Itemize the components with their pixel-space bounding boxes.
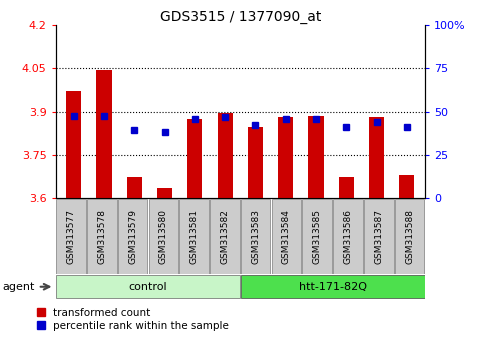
- Text: GSM313580: GSM313580: [159, 209, 168, 264]
- FancyBboxPatch shape: [364, 199, 394, 274]
- Legend: transformed count, percentile rank within the sample: transformed count, percentile rank withi…: [37, 308, 229, 331]
- FancyBboxPatch shape: [210, 199, 240, 274]
- Text: htt-171-82Q: htt-171-82Q: [298, 282, 367, 292]
- Text: GSM313577: GSM313577: [67, 209, 75, 264]
- Bar: [399, 175, 414, 198]
- FancyBboxPatch shape: [302, 199, 332, 274]
- Bar: [187, 119, 202, 198]
- Bar: [157, 188, 172, 198]
- Text: GSM313583: GSM313583: [251, 209, 260, 264]
- Text: GSM313587: GSM313587: [374, 209, 384, 264]
- Bar: [248, 127, 263, 198]
- Text: GSM313584: GSM313584: [282, 209, 291, 264]
- Bar: [309, 116, 324, 198]
- FancyBboxPatch shape: [272, 199, 301, 274]
- FancyBboxPatch shape: [241, 199, 270, 274]
- FancyBboxPatch shape: [56, 275, 240, 298]
- Text: agent: agent: [3, 282, 35, 292]
- Text: GSM313581: GSM313581: [190, 209, 199, 264]
- FancyBboxPatch shape: [87, 199, 116, 274]
- FancyBboxPatch shape: [118, 199, 147, 274]
- Title: GDS3515 / 1377090_at: GDS3515 / 1377090_at: [159, 10, 321, 24]
- FancyBboxPatch shape: [333, 199, 363, 274]
- Text: GSM313582: GSM313582: [220, 209, 229, 264]
- FancyBboxPatch shape: [149, 199, 178, 274]
- FancyBboxPatch shape: [395, 199, 425, 274]
- Bar: [127, 177, 142, 198]
- Bar: [217, 113, 233, 198]
- Text: control: control: [128, 282, 167, 292]
- Bar: [369, 117, 384, 198]
- Bar: [339, 177, 354, 198]
- FancyBboxPatch shape: [179, 199, 209, 274]
- Text: GSM313586: GSM313586: [343, 209, 353, 264]
- Text: GSM313585: GSM313585: [313, 209, 322, 264]
- Bar: [66, 91, 81, 198]
- FancyBboxPatch shape: [241, 275, 425, 298]
- FancyBboxPatch shape: [56, 199, 85, 274]
- Text: GSM313579: GSM313579: [128, 209, 137, 264]
- Text: GSM313578: GSM313578: [97, 209, 106, 264]
- Text: GSM313588: GSM313588: [405, 209, 414, 264]
- Bar: [278, 117, 293, 198]
- Bar: [97, 70, 112, 198]
